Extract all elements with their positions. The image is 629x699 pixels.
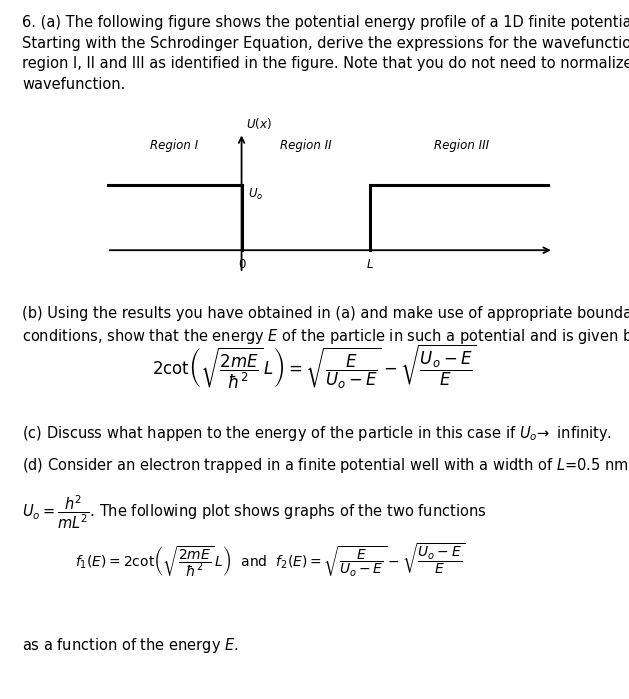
Text: (d) Consider an electron trapped in a finite potential well with a width of $L$=: (d) Consider an electron trapped in a fi… xyxy=(22,456,629,475)
Text: $L$: $L$ xyxy=(366,258,374,271)
Text: $U_o = \dfrac{h^2}{mL^2}$. The following plot shows graphs of the two functions: $U_o = \dfrac{h^2}{mL^2}$. The following… xyxy=(22,493,487,531)
Text: $f_1(E) = 2\cot\!\left(\sqrt{\dfrac{2mE}{\hbar^2}}\,L\right)$  and  $f_2(E) = \s: $f_1(E) = 2\cot\!\left(\sqrt{\dfrac{2mE}… xyxy=(75,542,466,579)
Text: $U(x)$: $U(x)$ xyxy=(247,116,272,131)
Text: Region I: Region I xyxy=(150,139,198,152)
Text: $U_o$: $U_o$ xyxy=(248,187,263,202)
Text: 6. (a) The following figure shows the potential energy profile of a 1D finite po: 6. (a) The following figure shows the po… xyxy=(22,15,629,92)
Text: as a function of the energy $E$.: as a function of the energy $E$. xyxy=(22,636,239,655)
Text: Region III: Region III xyxy=(435,139,489,152)
Text: (b) Using the results you have obtained in (a) and make use of appropriate bound: (b) Using the results you have obtained … xyxy=(22,306,629,347)
Text: 0: 0 xyxy=(238,258,245,271)
Text: Region II: Region II xyxy=(280,139,331,152)
Text: $2\cot\!\left(\sqrt{\dfrac{2mE}{\hbar^2}}\,L\right) = \sqrt{\dfrac{E}{U_o - E}} : $2\cot\!\left(\sqrt{\dfrac{2mE}{\hbar^2}… xyxy=(152,343,477,391)
Text: (c) Discuss what happen to the energy of the particle in this case if $U_o\!\rig: (c) Discuss what happen to the energy of… xyxy=(22,424,612,443)
